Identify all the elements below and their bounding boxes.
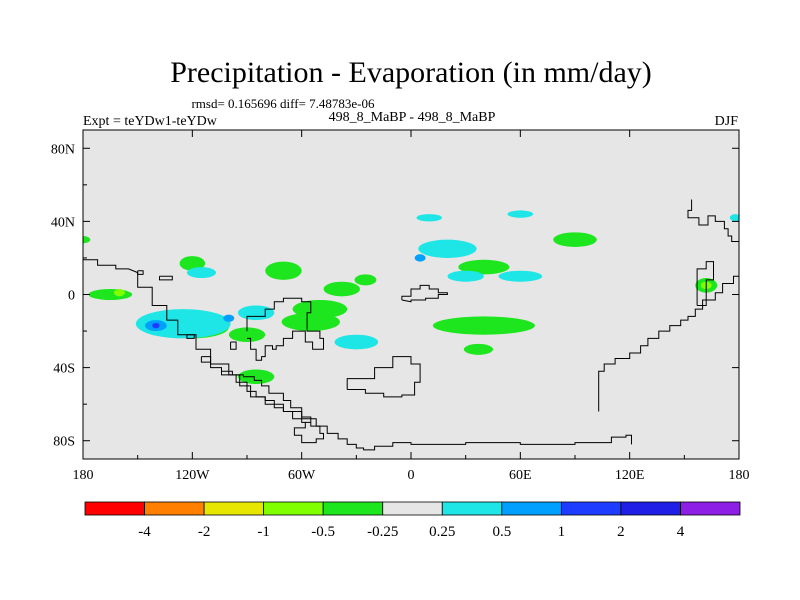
continent-outline-small-island-1 [137,270,144,275]
colorbar-box-10 [680,501,741,516]
continent-outline-small-island-4 [230,341,237,350]
subtitle-label: 498_8_MaBP - 498_8_MaBP [329,110,496,125]
contour-region-27 [729,214,739,222]
colorbar-label-4: -0.25 [367,524,398,540]
colorbar-box-1 [144,501,205,516]
x-tick-label-6: 180 [729,468,750,483]
y-axis: 80N 40N 0 40S 80S [51,142,739,450]
contour-region-12 [553,232,597,247]
chart-title: Precipitation - Evaporation (in mm/day) [170,56,652,89]
continent-outline-southern-land-block [346,356,421,398]
continent-outline-central-highland [246,297,324,361]
contour-region-5 [323,281,360,297]
y-tick-label-2: 0 [68,289,75,304]
x-tick-label-3: 0 [408,468,415,483]
continent-outline-pangaea-east-margin [598,275,739,412]
contour-region-4 [292,299,348,319]
colorbar-label-1: -2 [198,524,211,540]
continent-outline-small-island-3 [186,334,195,339]
contour-region-29 [223,314,235,322]
x-tick-label-2: 60W [288,468,316,483]
contour-region-10 [458,259,510,275]
continent-outline-small-island-2 [159,275,173,281]
contour-region-23 [498,270,543,282]
contour-region-16 [113,289,125,297]
colorbar-label-9: 4 [677,524,685,540]
y-tick-label-4: 80S [53,435,75,450]
continent-outline-peninsula-south [200,356,324,444]
continent-outline-layer [83,199,739,451]
contour-region-24 [507,210,534,218]
continent-outline-eastern-tethys-island [696,261,714,306]
contour-region-15 [83,236,91,244]
contour-region-0 [88,289,133,300]
experiment-label: Expt = teYDw1-teYDw [83,114,218,129]
colorbar-label-6: 0.5 [492,524,511,540]
colorbar-box-7 [501,501,562,516]
colorbar-label-7: 1 [558,524,566,540]
contour-region-7 [237,369,275,385]
contour-region-8 [179,256,206,271]
contour-region-19 [237,305,275,321]
continent-outline-eurasia-east-coast [687,199,739,242]
x-tick-label-1: 120W [175,468,210,483]
contour-region-21 [186,267,217,279]
contour-region-26 [447,270,484,282]
x-tick-label-4: 60E [509,468,532,483]
colorbar-box-9 [620,501,681,516]
colorbar: -4 -2 -1 -0.5 -0.25 0.25 0.5 1 2 4 [84,501,741,540]
contour-region-6 [354,274,377,286]
y-tick-label-0: 80N [51,142,75,157]
contour-region-20 [334,334,379,350]
colorbar-box-4 [322,501,384,516]
contour-region-9 [265,261,302,280]
y-tick-label-3: 40S [53,362,75,377]
colorbar-box-2 [203,501,265,516]
contour-region-30 [414,254,426,262]
y-tick-label-1: 40N [51,215,75,230]
colorbar-label-8: 2 [617,524,625,540]
colorbar-label-5: 0.25 [429,524,455,540]
contour-region-2 [228,327,266,343]
contour-fill-layer [83,210,739,385]
contour-region-11 [432,316,535,335]
colorbar-label-2: -1 [257,524,270,540]
colorbar-box-8 [560,501,622,516]
x-tick-label-0: 180 [73,468,94,483]
contour-region-18 [135,309,231,339]
colorbar-box-5 [382,501,443,516]
x-axis: 180 120W 60W 0 60E 120E 180 [73,130,750,483]
contour-region-25 [416,214,442,222]
season-label: DJF [715,114,739,129]
contour-region-22 [418,239,477,258]
colorbar-label-3: -0.5 [311,524,335,540]
contour-region-31 [152,322,160,329]
colorbar-label-0: -4 [138,524,151,540]
colorbar-box-3 [263,501,324,516]
colorbar-box-0 [84,501,145,516]
contour-region-14 [463,343,493,355]
continent-outline-pangaea-west-margin [83,259,632,451]
stats-label: rmsd= 0.165696 diff= 7.48783e-06 [191,96,375,111]
colorbar-box-6 [441,501,503,516]
x-tick-label-5: 120E [615,468,645,483]
continent-outline-tethys-land [401,284,448,303]
